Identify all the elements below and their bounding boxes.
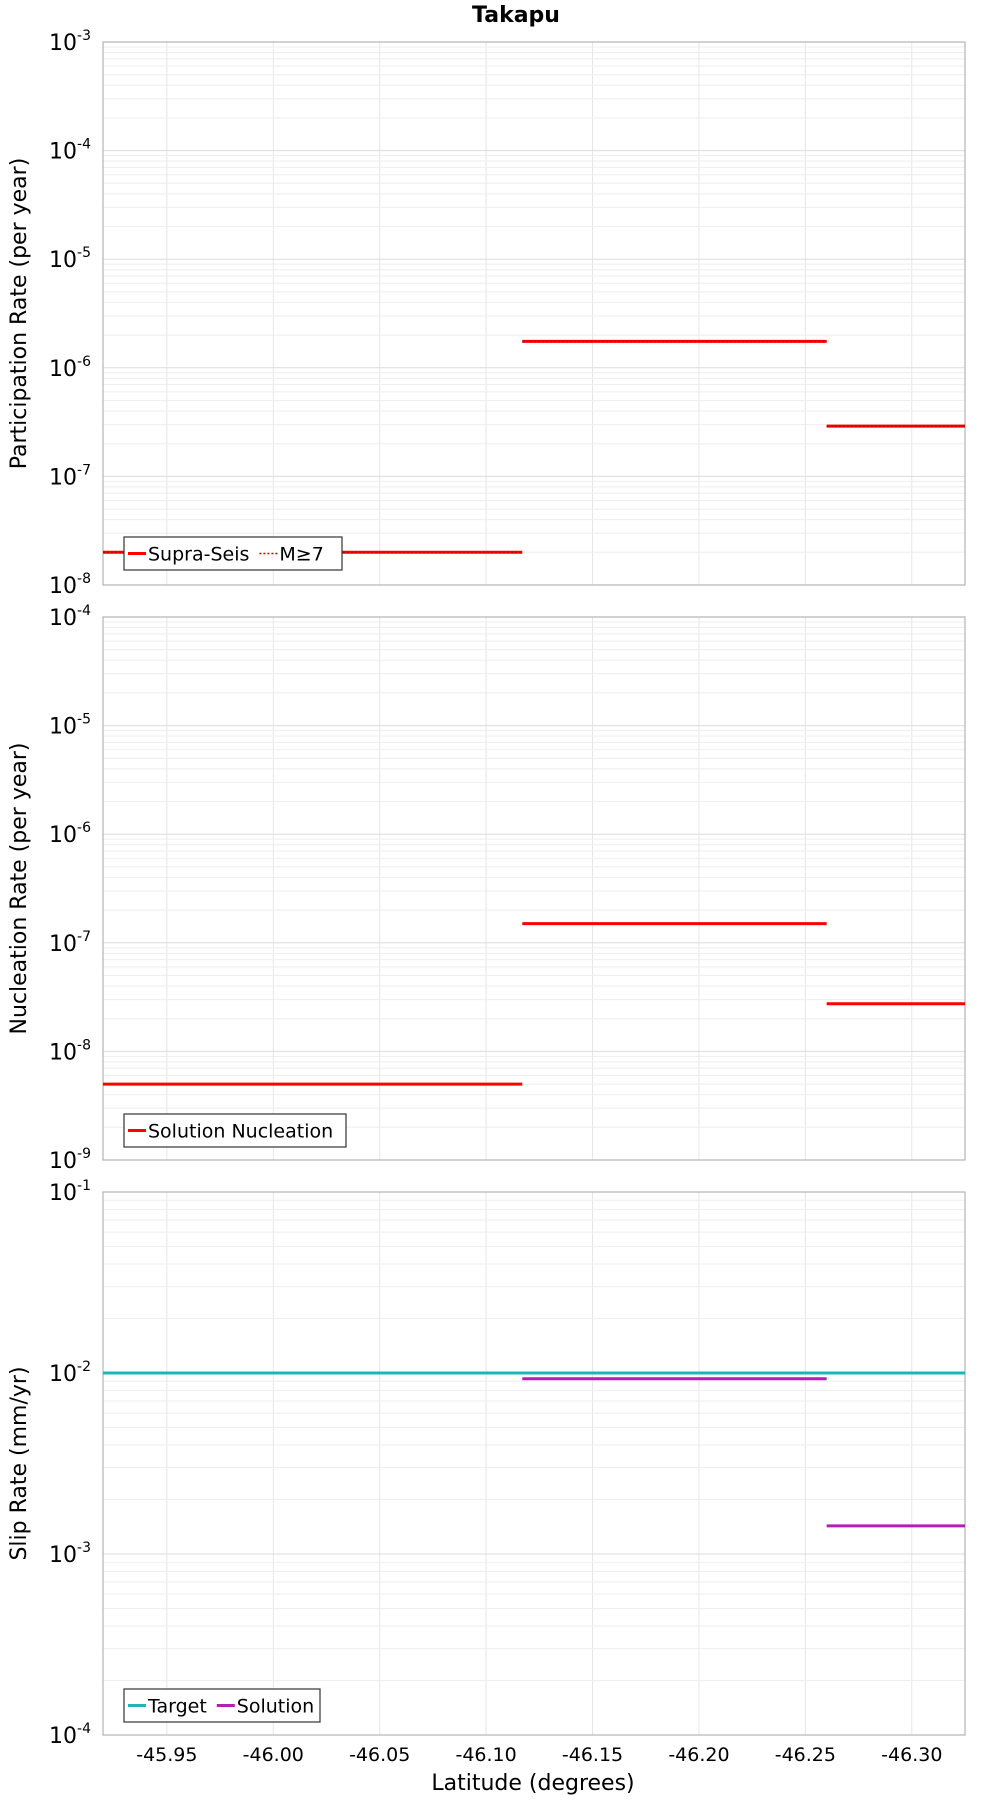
y-tick-label: 10-4 bbox=[49, 137, 91, 165]
x-tick-label: -45.95 bbox=[136, 1744, 197, 1766]
x-tick-label: -46.05 bbox=[349, 1744, 410, 1766]
plot-area bbox=[103, 1192, 965, 1735]
legend-box bbox=[123, 1113, 347, 1148]
y-tick-label: 10-7 bbox=[49, 462, 91, 490]
plot-area bbox=[103, 42, 965, 585]
legend: Supra-Seis M≥7 bbox=[123, 536, 343, 571]
legend-box bbox=[123, 536, 343, 571]
y-tick-label: 10-4 bbox=[49, 603, 91, 631]
y-tick-label: 10-6 bbox=[49, 820, 91, 848]
legend: Target Solution bbox=[123, 1688, 321, 1723]
x-tick-label: -46.00 bbox=[243, 1744, 304, 1766]
y-tick-label: 10-7 bbox=[49, 929, 91, 957]
participation-rate-panel: 10-8 10-7 10-6 10-5 10-4 10-3 Participation Ra… bbox=[7, 28, 966, 599]
x-tick-label: -46.20 bbox=[668, 1744, 729, 1766]
x-tick-label: -46.25 bbox=[775, 1744, 836, 1766]
y-axis-title: Nucleation Rate (per year) bbox=[7, 743, 32, 1035]
legend: Solution Nucleation bbox=[123, 1113, 347, 1148]
legend-label-solution: Solution bbox=[237, 1696, 314, 1718]
x-tick-label: -46.30 bbox=[881, 1744, 942, 1766]
x-tick-label: -46.15 bbox=[562, 1744, 623, 1766]
y-tick-label: 10-1 bbox=[49, 1178, 91, 1206]
y-axis-title: Participation Rate (per year) bbox=[7, 158, 32, 470]
legend-label-solution-nucleation: Solution Nucleation bbox=[148, 1121, 333, 1143]
legend-label-target: Target bbox=[147, 1696, 207, 1718]
plot-area bbox=[103, 617, 965, 1160]
plot-frame bbox=[102, 1191, 966, 1736]
legend-label-m-7: M≥7 bbox=[279, 544, 323, 566]
y-tick-label: 10-9 bbox=[49, 1146, 91, 1174]
y-tick-label: 10-3 bbox=[49, 28, 91, 56]
y-tick-label: 10-2 bbox=[49, 1359, 91, 1387]
x-axis-title: Latitude (degrees) bbox=[431, 1771, 634, 1796]
y-tick-label: 10-5 bbox=[49, 712, 91, 740]
plot-frame bbox=[102, 41, 966, 586]
y-tick-label: 10-4 bbox=[49, 1721, 91, 1749]
chart-title: Takapu bbox=[472, 3, 560, 28]
plot-frame bbox=[102, 616, 966, 1161]
legend-label-supra-seis: Supra-Seis bbox=[148, 544, 249, 566]
y-tick-label: 10-5 bbox=[49, 245, 91, 273]
y-tick-label: 10-8 bbox=[49, 571, 91, 599]
slip-rate-panel: 10-4 10-3 10-2 10-1 -45.95 -46.00 -46.05 -46.10… bbox=[7, 1178, 966, 1766]
y-tick-label: 10-8 bbox=[49, 1037, 91, 1065]
y-axis-title: Slip Rate (mm/yr) bbox=[7, 1366, 32, 1560]
y-tick-label: 10-6 bbox=[49, 354, 91, 382]
x-tick-label: -46.10 bbox=[455, 1744, 516, 1766]
y-tick-label: 10-3 bbox=[49, 1540, 91, 1568]
nucleation-rate-panel: 10-9 10-8 10-7 10-6 10-5 10-4 Nucleation Rate … bbox=[7, 603, 966, 1174]
